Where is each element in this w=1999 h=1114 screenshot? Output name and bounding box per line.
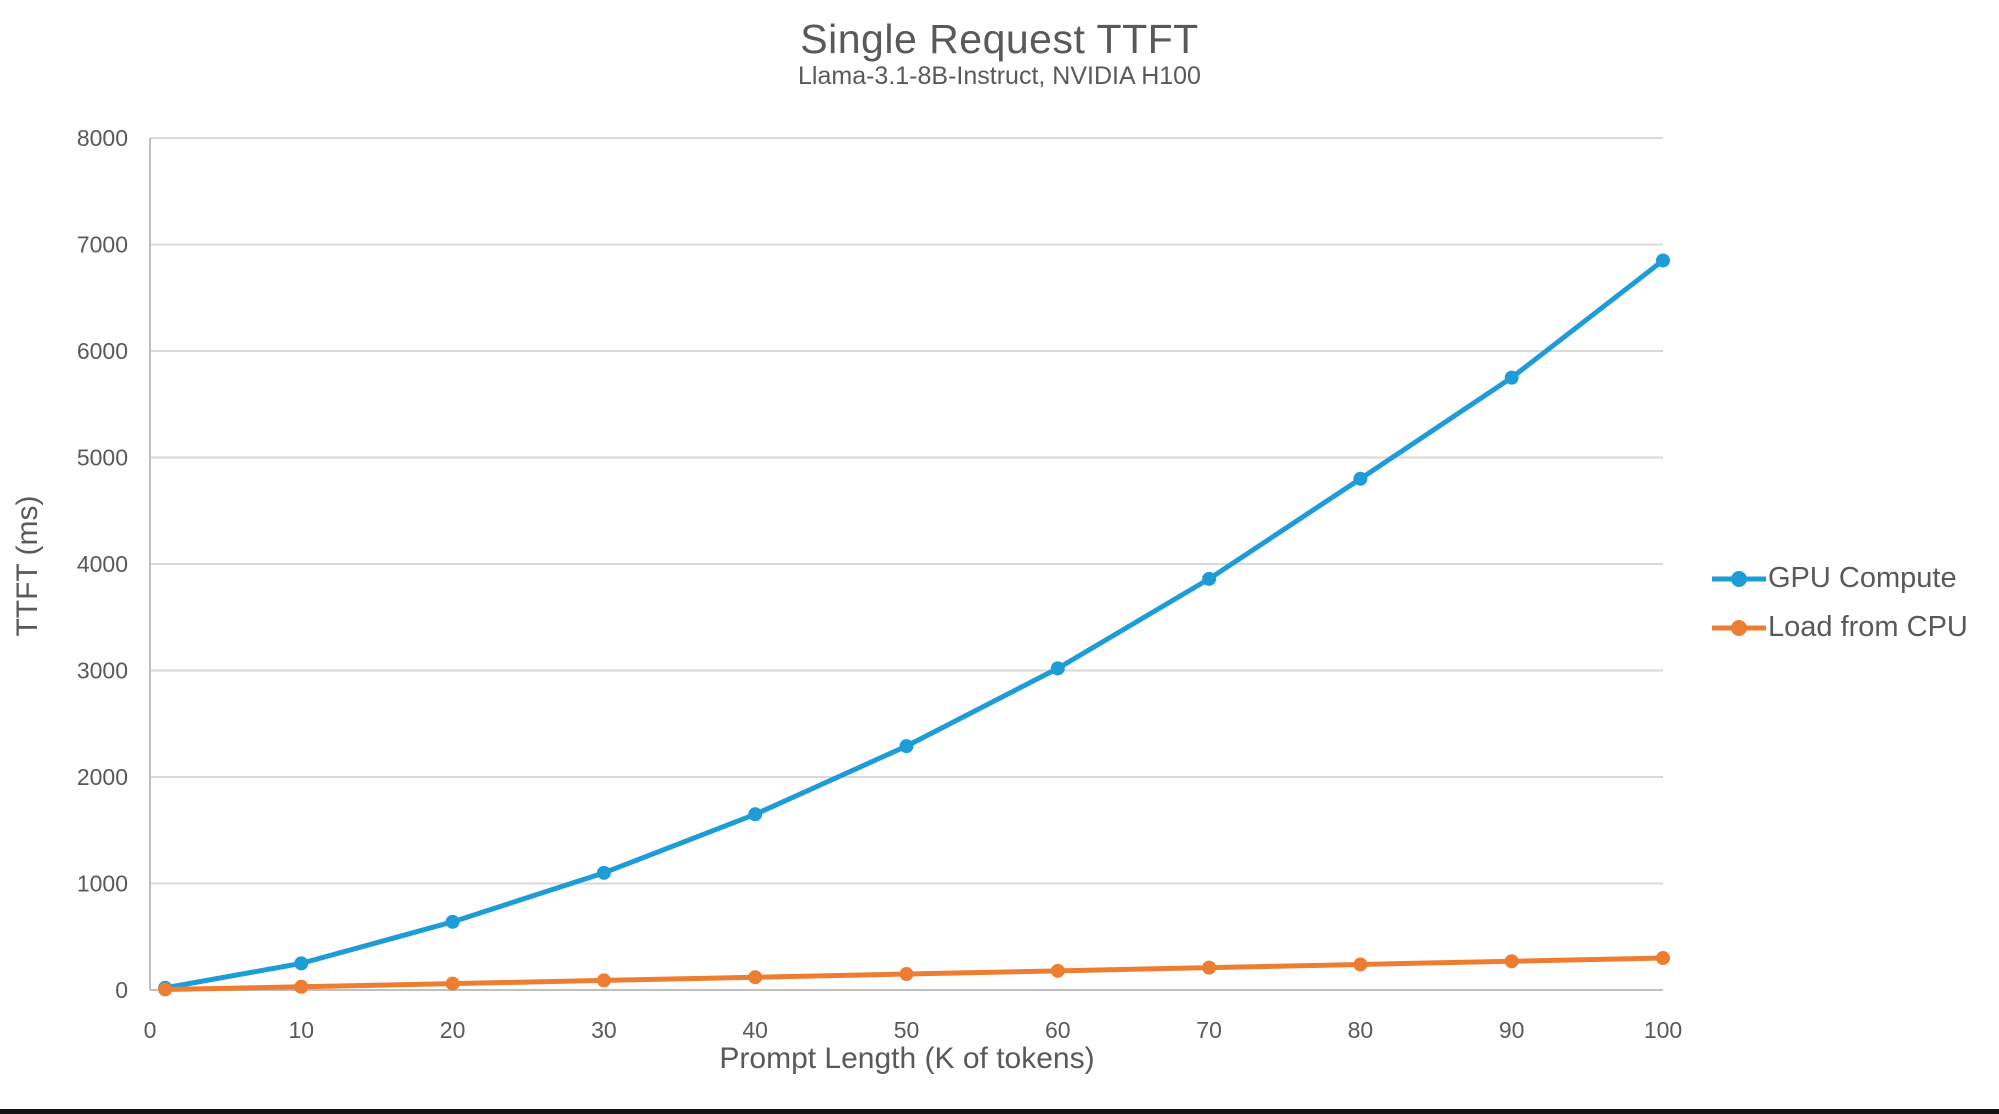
y-tick-label-4000: 4000 (77, 551, 128, 577)
legend-marker-icon (1712, 570, 1766, 587)
data-point-load-from-cpu-x100 (1656, 951, 1670, 966)
data-point-load-from-cpu-x10 (294, 979, 309, 994)
chart-title: Single Request TTFT (800, 16, 1199, 62)
x-tick-label-100: 100 (1644, 1017, 1682, 1043)
y-tick-label-5000: 5000 (77, 445, 128, 471)
x-tick-label-90: 90 (1499, 1017, 1525, 1043)
x-axis-label: Prompt Length (K of tokens) (719, 1042, 1095, 1075)
data-point-load-from-cpu-x70 (1202, 960, 1217, 975)
data-point-load-from-cpu-x20 (445, 976, 460, 991)
y-tick-label-2000: 2000 (77, 764, 128, 790)
data-point-gpu-compute-x70 (1202, 571, 1217, 586)
legend-item-gpu-compute: GPU Compute (1712, 562, 1968, 595)
x-tick-label-40: 40 (742, 1017, 768, 1043)
legend-marker-icon (1712, 619, 1766, 636)
y-axis-label: TTFT (ms) (11, 495, 44, 637)
data-point-gpu-compute-x40 (748, 807, 763, 822)
data-point-load-from-cpu-x1 (158, 982, 173, 997)
data-point-gpu-compute-x20 (445, 914, 460, 929)
x-tick-label-10: 10 (289, 1017, 315, 1043)
legend: GPU Compute Load from CPU (1712, 562, 1968, 644)
x-tick-label-60: 60 (1045, 1017, 1071, 1043)
data-point-gpu-compute-x10 (294, 956, 309, 971)
x-tick-label-50: 50 (894, 1017, 920, 1043)
data-point-gpu-compute-x100 (1656, 253, 1670, 268)
y-tick-label-6000: 6000 (77, 338, 128, 364)
data-point-gpu-compute-x80 (1353, 471, 1368, 486)
data-point-gpu-compute-x90 (1504, 370, 1519, 385)
y-tick-label-3000: 3000 (77, 658, 128, 684)
data-point-gpu-compute-x50 (899, 739, 914, 754)
data-point-load-from-cpu-x50 (899, 967, 914, 982)
window-edge-bar (0, 1109, 1999, 1114)
x-tick-label-0: 0 (144, 1017, 157, 1043)
x-tick-label-70: 70 (1196, 1017, 1222, 1043)
data-point-load-from-cpu-x80 (1353, 957, 1368, 972)
y-tick-label-1000: 1000 (77, 871, 128, 897)
y-tick-label-0: 0 (115, 977, 128, 1003)
legend-label: Load from CPU (1768, 611, 1968, 643)
data-point-load-from-cpu-x40 (748, 970, 763, 985)
series-line-gpu-compute (162, 257, 1666, 991)
data-point-load-from-cpu-x60 (1050, 963, 1065, 978)
series-line-load-from-cpu (162, 955, 1666, 992)
legend-item-load-from-cpu: Load from CPU (1712, 611, 1968, 644)
data-point-load-from-cpu-x90 (1504, 954, 1519, 969)
data-point-gpu-compute-x60 (1050, 661, 1065, 676)
data-point-load-from-cpu-x30 (596, 973, 611, 988)
x-tick-label-30: 30 (591, 1017, 617, 1043)
chart-subtitle: Llama-3.1-8B-Instruct, NVIDIA H100 (798, 62, 1201, 90)
x-tick-label-20: 20 (440, 1017, 466, 1043)
data-point-gpu-compute-x30 (596, 865, 611, 880)
y-tick-label-8000: 8000 (77, 125, 128, 151)
legend-label: GPU Compute (1768, 562, 1957, 594)
x-tick-label-80: 80 (1348, 1017, 1374, 1043)
y-tick-label-7000: 7000 (77, 232, 128, 258)
